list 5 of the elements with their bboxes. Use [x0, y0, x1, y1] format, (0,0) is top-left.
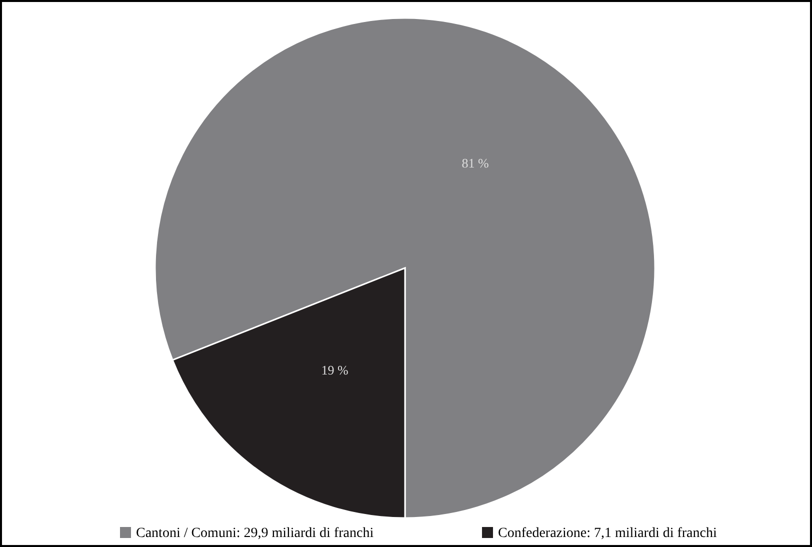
legend-label: Cantoni / Comuni: 29,9 miliardi di franchi — [136, 526, 374, 541]
legend-label: Confederazione: 7,1 miliardi di franchi — [498, 526, 717, 541]
data-label: 19 % — [321, 362, 348, 378]
pie-slice — [154, 17, 656, 519]
data-label: 81 % — [462, 156, 489, 171]
